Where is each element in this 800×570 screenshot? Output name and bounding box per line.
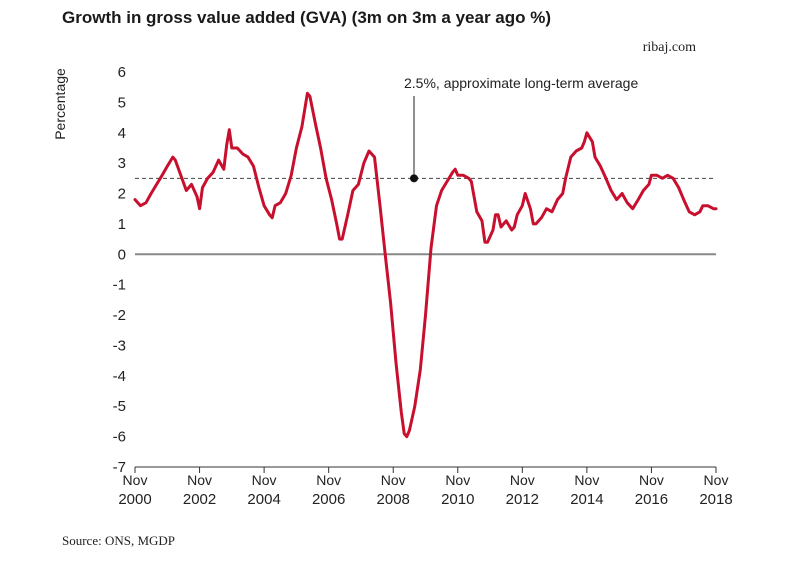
y-tick-label: -5 xyxy=(113,398,126,415)
x-tick-month: Nov xyxy=(381,472,406,488)
y-tick-label: -4 xyxy=(113,368,126,385)
x-tick-year: 2006 xyxy=(312,491,345,508)
x-tick-year: 2012 xyxy=(506,491,539,508)
x-tick-year: 2016 xyxy=(635,491,668,508)
y-tick-label: 2 xyxy=(118,186,126,203)
y-tick-label: -1 xyxy=(113,277,126,294)
x-tick-month: Nov xyxy=(252,472,277,488)
x-tick-month: Nov xyxy=(574,472,599,488)
x-tick-month: Nov xyxy=(639,472,664,488)
x-tick-month: Nov xyxy=(445,472,470,488)
x-tick-month: Nov xyxy=(704,472,729,488)
x-tick-year: 2014 xyxy=(570,491,603,508)
y-tick-label: -3 xyxy=(113,337,126,354)
x-tick-month: Nov xyxy=(187,472,212,488)
annotation-label: 2.5%, approximate long-term average xyxy=(404,75,638,91)
y-tick-label: 0 xyxy=(118,246,126,263)
axis-layer: 6543210-1-2-3-4-5-6-7Nov2000Nov2002Nov20… xyxy=(113,64,733,508)
y-tick-label: 3 xyxy=(118,155,126,172)
y-tick-label: 5 xyxy=(118,94,126,111)
source-note: Source: ONS, MGDP xyxy=(62,533,176,548)
x-tick-month: Nov xyxy=(510,472,535,488)
chart-title: Growth in gross value added (GVA) (3m on… xyxy=(62,8,552,27)
y-tick-label: -6 xyxy=(113,429,126,446)
x-tick-year: 2004 xyxy=(247,491,280,508)
y-tick-label: 6 xyxy=(118,64,126,81)
x-tick-year: 2008 xyxy=(377,491,410,508)
y-tick-label: -2 xyxy=(113,307,126,324)
gva-growth-line xyxy=(133,91,718,439)
brand-label: ribaj.com xyxy=(642,40,696,55)
x-tick-year: 2010 xyxy=(441,491,474,508)
annotation-dot xyxy=(410,174,418,183)
y-tick-label: -7 xyxy=(113,459,126,476)
x-tick-month: Nov xyxy=(316,472,341,488)
x-tick-year: 2000 xyxy=(118,491,151,508)
y-tick-label: 1 xyxy=(118,216,126,233)
series-layer xyxy=(133,91,718,439)
annotation-layer: 2.5%, approximate long-term average xyxy=(404,75,638,183)
x-tick-year: 2018 xyxy=(699,491,732,508)
y-tick-label: 4 xyxy=(118,125,126,142)
x-tick-year: 2002 xyxy=(183,491,216,508)
x-tick-month: Nov xyxy=(123,472,148,488)
